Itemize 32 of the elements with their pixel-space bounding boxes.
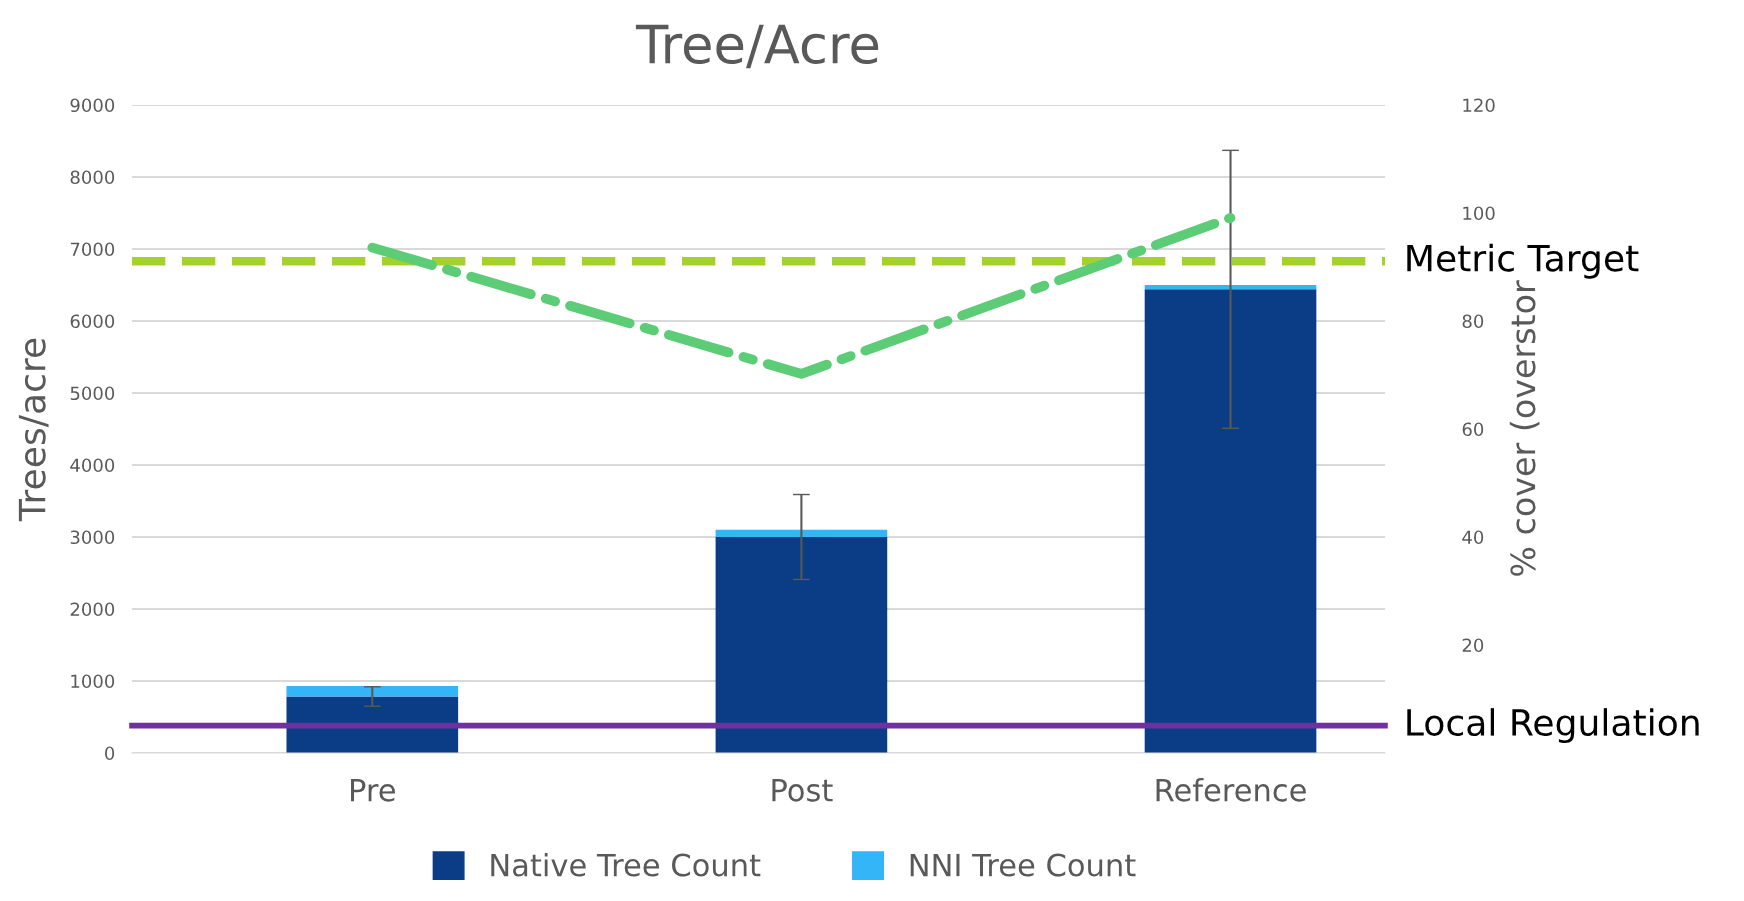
y-tick-label: 6000 (70, 314, 115, 329)
bar (715, 537, 888, 753)
x-tick-label: Pre (351, 778, 395, 802)
y-tick-label: 0 (105, 746, 115, 761)
bar (286, 686, 459, 697)
y-tick-label: 7000 (70, 242, 115, 257)
bar (286, 696, 459, 753)
bar (1144, 289, 1317, 753)
x-tick-label: Post (772, 778, 833, 802)
legend-label: NNI Tree Count (910, 853, 1136, 877)
x-tick-label: Reference (1156, 778, 1306, 802)
chart-title: Tree/Acre (635, 24, 879, 69)
legend-label: Native Tree Count (491, 852, 761, 877)
bar (1144, 285, 1317, 290)
y2-tick-label: 120 (1463, 98, 1495, 113)
y2-tick-label: 60 (1462, 422, 1484, 437)
y2-tick-label: 20 (1462, 638, 1484, 653)
y2-tick-label: 40 (1462, 530, 1484, 545)
y-tick-label: 1000 (71, 674, 115, 689)
ref-line-label: Metric Target (1407, 243, 1639, 279)
y-tick-label: 4000 (70, 458, 115, 473)
y-tick-label: 8000 (70, 170, 115, 185)
y-tick-label: 9000 (70, 98, 115, 113)
y-tick-label: 5000 (70, 386, 115, 401)
y2-axis-title: % cover (overstor (1509, 280, 1540, 576)
y-tick-label: 2000 (70, 602, 115, 617)
y-axis-title: Trees/acre (18, 338, 49, 522)
y2-tick-label: 100 (1463, 206, 1495, 221)
ref-line-label: Local Regulation (1407, 708, 1699, 744)
y-tick-label: 3000 (70, 530, 115, 545)
bar (715, 529, 888, 537)
y2-tick-label: 80 (1462, 314, 1484, 329)
